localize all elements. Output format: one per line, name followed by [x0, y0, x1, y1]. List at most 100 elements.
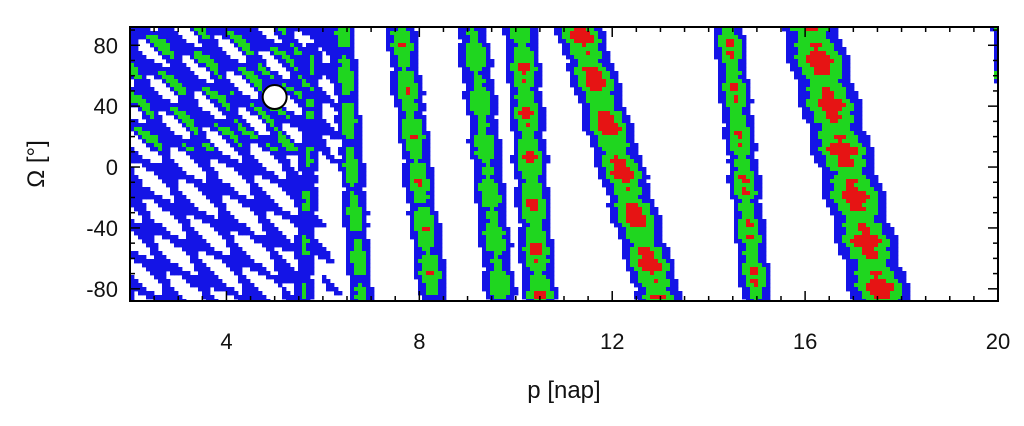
contour-cell [538, 119, 542, 123]
contour-cell [610, 123, 614, 127]
contour-cell [526, 199, 530, 203]
contour-cell [850, 103, 854, 107]
contour-cell [286, 43, 290, 47]
contour-cell [594, 95, 598, 99]
contour-cell [634, 143, 638, 147]
contour-cell [610, 163, 614, 167]
contour-cell [414, 223, 418, 227]
contour-cell [722, 67, 726, 71]
contour-cell [286, 163, 290, 167]
contour-cell [178, 203, 182, 207]
contour-cell [846, 139, 850, 143]
contour-cell [338, 127, 342, 131]
contour-cell [490, 215, 494, 219]
contour-cell [498, 143, 502, 147]
contour-cell [510, 43, 514, 47]
contour-cell [230, 99, 234, 103]
contour-cell [842, 135, 846, 139]
contour-cell [266, 223, 270, 227]
contour-cell [862, 203, 866, 207]
contour-cell [190, 123, 194, 127]
contour-cell [346, 99, 350, 103]
contour-cell [406, 91, 410, 95]
contour-cell [314, 59, 318, 63]
contour-cell [870, 175, 874, 179]
contour-cell [478, 43, 482, 47]
contour-cell [326, 67, 330, 71]
contour-cell [810, 107, 814, 111]
contour-cell [282, 183, 286, 187]
contour-cell [458, 47, 462, 51]
contour-cell [482, 139, 486, 143]
contour-cell [858, 159, 862, 163]
contour-cell [598, 127, 602, 131]
contour-cell [170, 171, 174, 175]
contour-cell [282, 51, 286, 55]
contour-cell [294, 95, 298, 99]
contour-cell [158, 123, 162, 127]
contour-cell [850, 175, 854, 179]
contour-cell [614, 203, 618, 207]
contour-cell [314, 39, 318, 43]
contour-cell [866, 183, 870, 187]
contour-cell [482, 191, 486, 195]
contour-cell [522, 119, 526, 123]
contour-cell [854, 211, 858, 215]
contour-cell [270, 179, 274, 183]
contour-cell [314, 99, 318, 103]
contour-cell [806, 111, 810, 115]
contour-cell [510, 155, 514, 159]
contour-cell [738, 43, 742, 47]
contour-cell [474, 59, 478, 63]
contour-cell [170, 103, 174, 107]
contour-cell [422, 123, 426, 127]
contour-cell [838, 199, 842, 203]
contour-cell [334, 75, 338, 79]
contour-cell [254, 131, 258, 135]
contour-cell [142, 191, 146, 195]
contour-cell [514, 159, 518, 163]
contour-cell [494, 151, 498, 155]
contour-cell [186, 147, 190, 151]
contour-cell [298, 103, 302, 107]
contour-cell [430, 219, 434, 223]
contour-cell [542, 179, 546, 183]
contour-cell [254, 107, 258, 111]
contour-cell [798, 35, 802, 39]
contour-cell [426, 151, 430, 155]
contour-cell [854, 207, 858, 211]
contour-cell [186, 71, 190, 75]
contour-cell [354, 203, 358, 207]
contour-cell [346, 83, 350, 87]
contour-cell [602, 67, 606, 71]
contour-cell [842, 139, 846, 143]
contour-cell [146, 195, 150, 199]
contour-cell [854, 115, 858, 119]
contour-cell [714, 35, 718, 39]
contour-cell [754, 191, 758, 195]
contour-cell [334, 107, 338, 111]
contour-cell [202, 167, 206, 171]
contour-cell [154, 115, 158, 119]
contour-cell [354, 63, 358, 67]
contour-cell [538, 163, 542, 167]
contour-cell [530, 75, 534, 79]
contour-cell [842, 87, 846, 91]
contour-cell [182, 123, 186, 127]
contour-cell [194, 159, 198, 163]
contour-cell [738, 115, 742, 119]
contour-cell [402, 43, 406, 47]
contour-cell [622, 127, 626, 131]
contour-cell [478, 143, 482, 147]
contour-cell [218, 79, 222, 83]
contour-cell [306, 95, 310, 99]
contour-cell [294, 199, 298, 203]
contour-cell [238, 95, 242, 99]
contour-cell [230, 139, 234, 143]
contour-cell [266, 199, 270, 203]
contour-cell [598, 95, 602, 99]
contour-cell [746, 199, 750, 203]
contour-cell [734, 91, 738, 95]
contour-cell [254, 79, 258, 83]
contour-cell [274, 127, 278, 131]
